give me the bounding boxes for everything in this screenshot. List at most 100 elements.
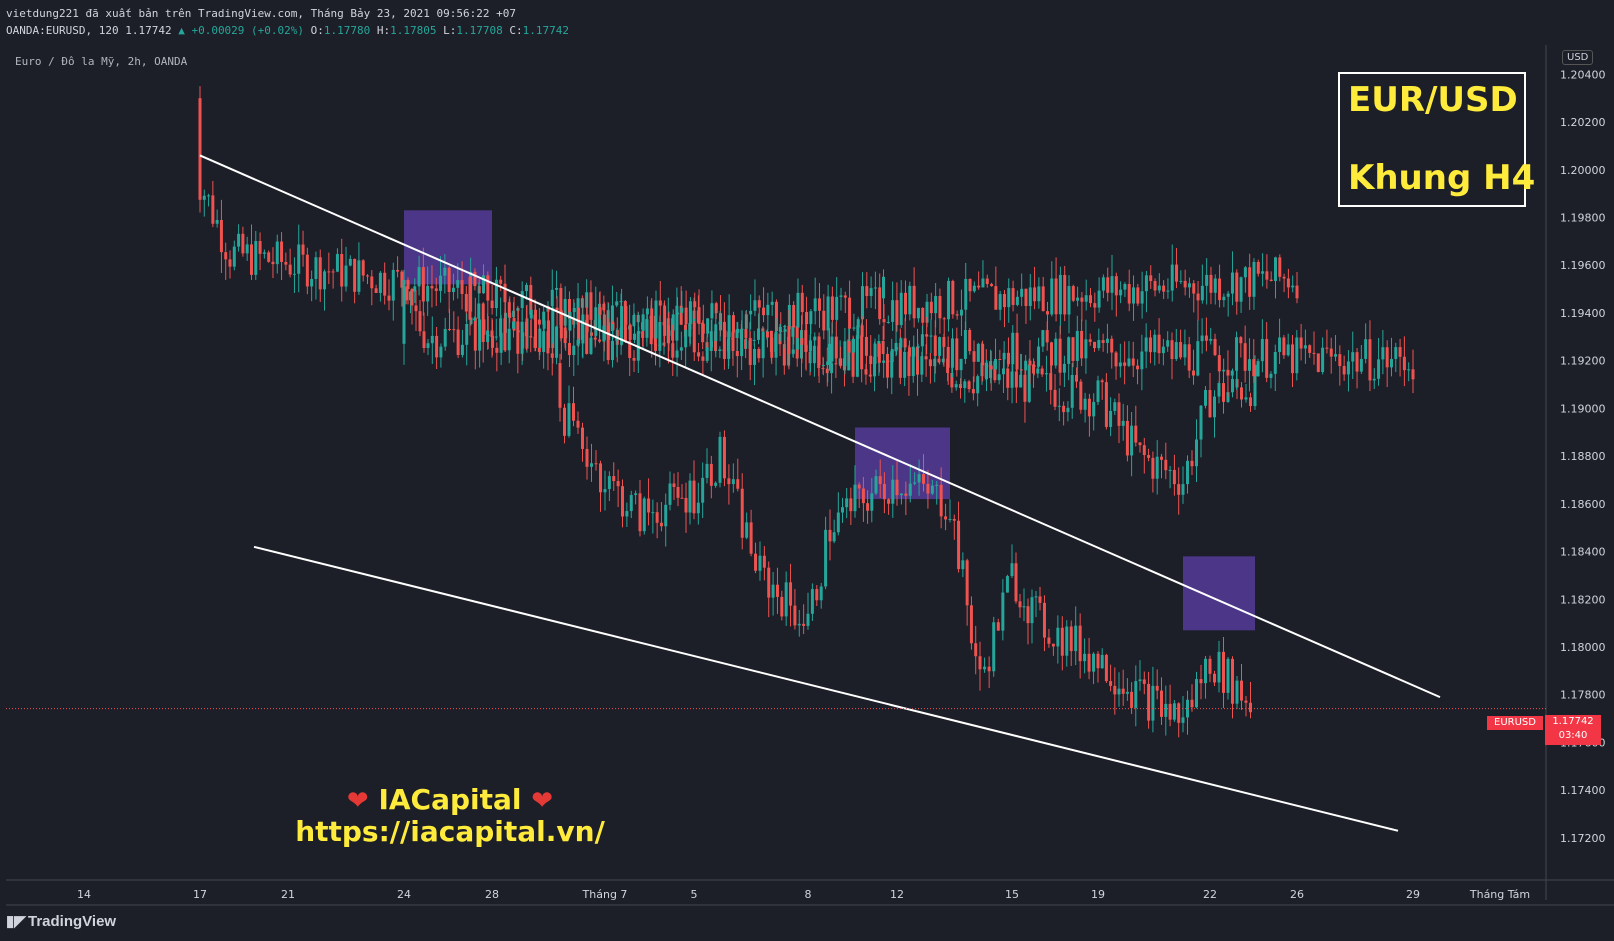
candle-body [655,512,659,523]
candle-body [1174,342,1178,359]
candle-body [1151,685,1155,721]
candle-body [318,257,322,290]
candle-body [1036,368,1040,374]
candle-body [370,276,374,289]
candle-body [430,335,434,344]
candle-body [1299,337,1303,349]
candle-body [1136,365,1140,370]
currency-badge[interactable]: USD [1562,50,1594,65]
candle-body [1265,271,1269,280]
candle-body [1138,679,1142,682]
candle-body [908,483,912,496]
candle-body [452,329,456,331]
x-tick-label: 5 [691,888,698,901]
candle-body [494,279,498,308]
candle-body [830,363,834,374]
candle-body [1015,296,1019,305]
candle-body [692,323,696,353]
candle-body [1265,339,1269,378]
candle-body [934,296,938,314]
candle-body [1104,382,1108,427]
candle-body [826,361,830,366]
candle-body [1244,700,1248,703]
candle-body [237,233,241,247]
plot-area [6,45,1546,880]
candle-body [1084,339,1088,359]
candle-body [1235,337,1239,371]
candle-body [508,312,512,319]
candle-body [1377,359,1381,379]
y-tick-label: 1.20400 [1560,68,1606,81]
candle-body [619,301,623,303]
candle-body [228,259,232,267]
candle-body [890,351,894,378]
candle-body [722,321,726,359]
candle-body [1217,355,1221,372]
candle-body [994,359,998,370]
candle-body [628,324,632,340]
candle-body [1155,456,1159,479]
candle-body [598,339,602,342]
candle-body [894,343,898,352]
candle-body [418,311,422,332]
candle-body [938,296,942,319]
candle-body [1117,688,1121,695]
candle-body [1177,484,1181,495]
candle-body [1151,457,1155,479]
candle-body [1346,361,1350,375]
candle-body [748,338,752,365]
candle-body [1243,267,1247,278]
candle-body [1134,425,1138,443]
candle-body [727,331,731,359]
candle-body [1316,353,1320,372]
candle-body [916,307,920,319]
candle-body [490,300,494,308]
candle-body [701,477,705,503]
candle-body [1286,344,1290,356]
candle-body [753,348,757,365]
candle-body [1050,278,1054,315]
brand-url[interactable]: https://iacapital.vn/ [295,815,605,848]
candle-body [1186,460,1189,485]
candle-body [408,291,412,301]
candle-body [1028,287,1032,306]
candle-body [1372,378,1376,381]
candle-body [1100,380,1104,383]
bar-countdown: 03:40 [1558,730,1588,741]
candle-body [824,529,828,587]
candle-body [813,336,817,341]
candle-body [671,314,675,331]
candle-body [1273,352,1277,374]
candle-body [1028,360,1032,366]
candle-body [1334,354,1338,357]
candle-body [1044,373,1048,375]
candle-body [714,303,718,314]
candle-body [1161,346,1165,354]
candle-body [430,285,434,289]
candle-body [899,292,903,326]
candle-body [460,344,464,356]
candle-body [1054,278,1058,315]
candle-body [572,403,575,421]
candle-body [439,275,443,291]
candle-body [860,335,864,370]
candle-body [426,343,430,348]
candle-body [271,261,275,265]
candle-body [1045,311,1049,315]
candle-body [965,560,969,606]
y-tick-label: 1.18600 [1560,498,1606,511]
zone-rect [1183,556,1255,631]
candle-body [1096,653,1100,669]
candle-body [1019,369,1023,371]
candle-body [443,328,447,347]
candle-body [1295,337,1299,374]
candle-body [421,267,425,302]
candle-body [585,320,589,354]
y-tick-label: 1.18400 [1560,546,1606,559]
candle-body [1037,346,1041,367]
tradingview-footer[interactable]: ▮◤ TradingView [6,912,116,930]
candle-body [1209,274,1213,293]
candle-body [1260,339,1264,362]
candle-body [929,335,933,337]
